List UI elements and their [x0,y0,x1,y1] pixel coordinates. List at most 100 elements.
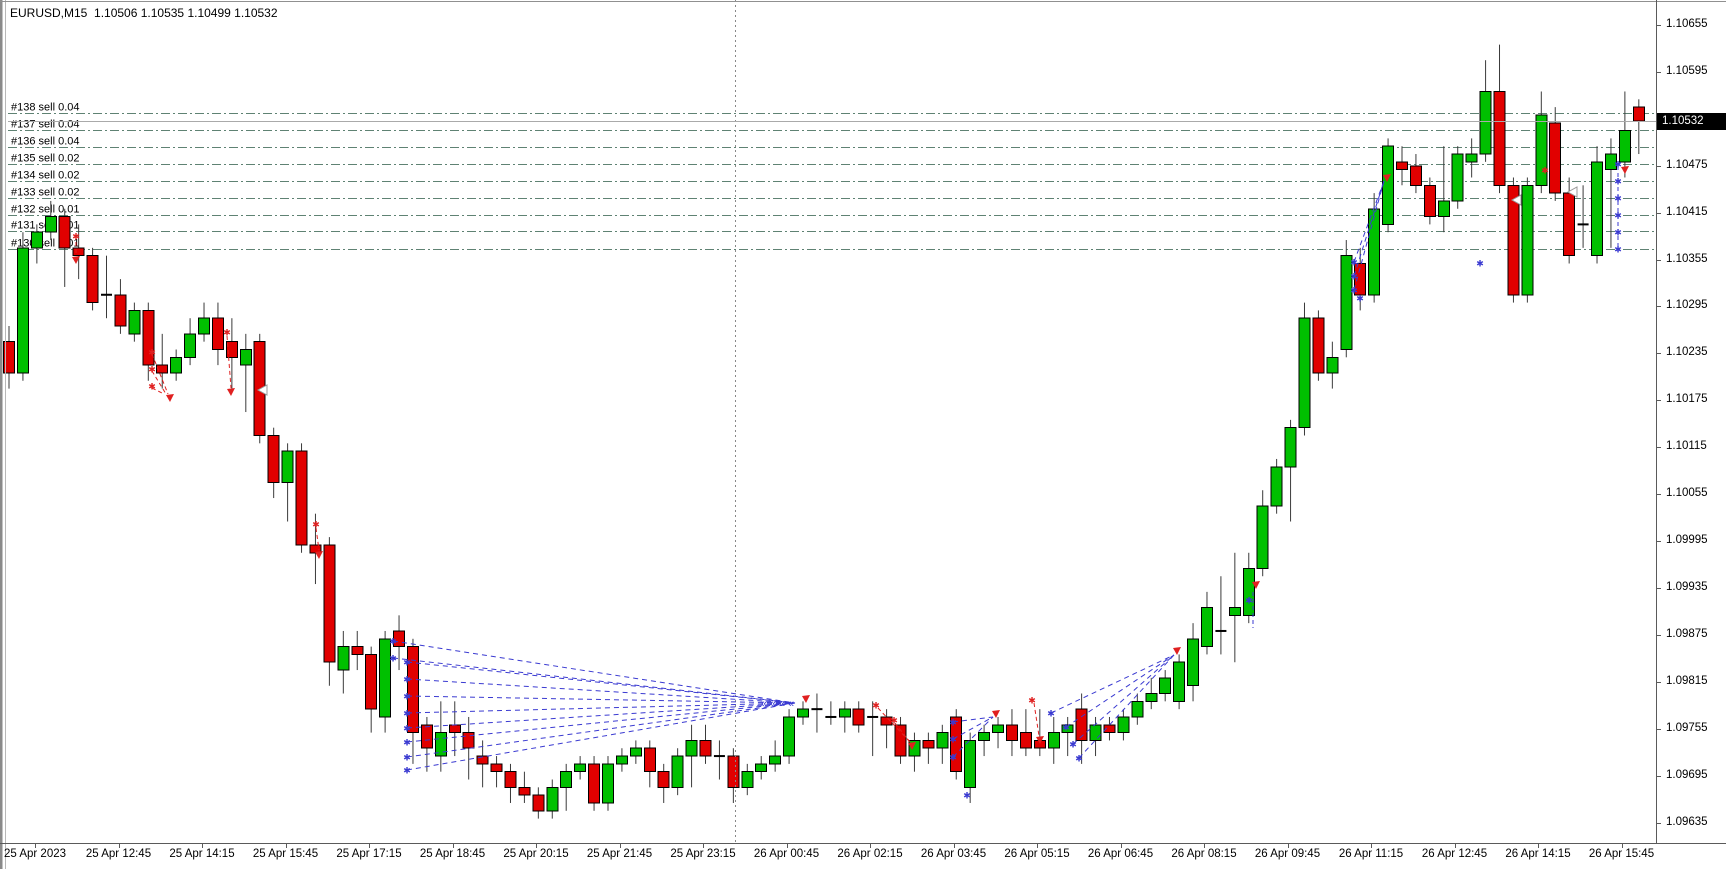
price-tick-label: 1.10055 [1666,487,1708,500]
price-axis[interactable]: 1.10655 1.10595 1.10475 1.10415 1.10355 1.102… [1658,0,1726,843]
trade-close-arrow-icon [227,388,235,396]
trade-open-star-icon: ✱ [1350,258,1358,268]
candles-layer [3,44,1645,819]
time-tick-label: 25 Apr 14:15 [169,848,235,860]
order-label: #134 sell 0.02 [11,170,80,182]
trade-open-star-icon: ✱ [1075,754,1083,764]
time-tick-label: 25 Apr 21:45 [586,848,653,860]
trade-open-star-icon: ✱ [1476,259,1484,269]
trade-open-star-icon: ✱ [949,735,957,745]
trade-close-arrow-icon [992,710,1000,718]
trade-close-arrow-icon [72,256,80,264]
trade-open-star-icon: ✱ [1350,286,1358,296]
trade-mark-star-icon: ✱ [223,328,231,338]
time-tick-label: 26 Apr 00:45 [753,848,820,860]
price-tick-label: 1.10655 [1666,18,1708,31]
price-tick-label: 1.10595 [1666,64,1708,77]
time-tick-label: 26 Apr 15:45 [1588,848,1655,860]
price-tick-label: 1.10115 [1666,440,1707,453]
time-tick-label: 25 Apr 18:45 [419,848,486,860]
trade-open-star-icon: ✱ [963,791,971,801]
trade-chevron-icon: « [770,698,776,710]
trade-mark-star-icon: ✱ [1541,166,1549,176]
trade-chevron-icon: « [761,698,767,710]
trade-close-arrow-icon [802,695,810,703]
price-tick-label: 1.10235 [1666,346,1708,359]
order-lines-layer: #138 sell 0.04 #137 sell 0.04 #136 sell 0.… [8,102,1654,250]
trade-open-star-icon: ✱ [389,654,397,664]
trade-open-star-icon: ✱ [949,753,957,763]
time-tick-label: 26 Apr 08:15 [1171,848,1237,860]
time-tick-label: 26 Apr 14:15 [1505,848,1571,860]
trade-open-star-icon: ✱ [949,718,957,728]
trade-close-arrow-icon [1383,174,1391,182]
trade-mark-star-icon: ✱ [1028,696,1036,706]
chart-title: EURUSD,M15 1.10506 1.10535 1.10499 1.105… [10,6,278,20]
trade-open-star-icon: ✱ [1614,228,1622,238]
trade-close-arrow-icon [166,394,174,402]
trade-open-star-icon: ✱ [1350,272,1358,282]
time-tick-label: 26 Apr 12:45 [1421,848,1488,860]
order-open-triangle-icon [256,384,268,396]
order-open-triangle-icon [1566,186,1578,198]
time-tick-label: 26 Apr 11:15 [1338,848,1404,860]
trade-mark-star-icon: ✱ [890,716,898,726]
order-label: #133 sell 0.02 [11,187,80,199]
price-tick-label: 1.09995 [1666,534,1708,547]
trade-open-star-icon: ✱ [1614,177,1622,187]
trade-open-star-icon: ✱ [1047,709,1055,719]
time-tick-label: 26 Apr 06:45 [1087,848,1154,860]
time-tick-label: 26 Apr 05:15 [1004,848,1070,860]
trade-mark-star-icon: ✱ [872,701,880,711]
trade-open-star-icon: ✱ [403,692,411,702]
time-tick-label: 25 Apr 2023 [3,848,67,860]
trade-close-arrow-icon [1173,647,1181,655]
trade-close-arrow-icon [1621,166,1629,174]
price-tick-label: 1.10295 [1666,299,1708,312]
order-label: #132 sell 0.01 [11,204,80,216]
trade-open-star-icon: ✱ [403,766,411,776]
trade-close-arrow-icon [908,742,916,750]
trade-chevron-icon: « [788,698,794,710]
trade-mark-star-icon: ✱ [148,382,156,392]
trade-open-star-icon: ✱ [1614,245,1622,255]
trade-mark-star-icon: ✱ [72,232,80,242]
order-open-triangle-icon [1510,194,1522,206]
price-tick-label: 1.09755 [1666,721,1708,734]
trade-open-star-icon: ✱ [403,709,411,719]
trade-open-star-icon: ✱ [1356,294,1364,304]
trade-open-star-icon: ✱ [1614,211,1622,221]
trade-open-star-icon: ✱ [403,738,411,748]
trade-open-star-icon: ✱ [1245,596,1253,606]
order-label: #138 sell 0.04 [11,102,80,114]
trade-open-star-icon: ✱ [1069,740,1077,750]
time-tick-label: 25 Apr 23:15 [670,848,736,860]
trade-open-star-icon: ✱ [403,658,411,668]
trade-mark-star-icon: ✱ [312,520,320,530]
trade-open-star-icon: ✱ [403,675,411,685]
current-price-box: 1.10532 [1657,112,1726,130]
reference-lines-layer [8,0,1656,843]
trade-open-star-icon: ✱ [1614,160,1622,170]
price-tick-label: 1.10415 [1666,205,1708,218]
price-tick-label: 1.09875 [1666,627,1708,640]
trade-close-arrow-icon [1036,736,1044,744]
trade-open-star-icon: ✱ [403,724,411,734]
trade-open-star-icon: ✱ [403,753,411,763]
price-tick-label: 1.10355 [1666,252,1708,265]
price-tick-label: 1.09935 [1666,580,1708,593]
price-tick-label: 1.10475 [1666,158,1708,171]
time-tick-label: 25 Apr 12:45 [85,848,152,860]
trade-overlays-layer: ✱ ✱ ✱ ✱ ✱ ✱ ✱ ✱ ✱ ✱ ✱ ✱ ✱ ✱ ✱ ✱ ✱ ✱ ✱ ✱ ✱ ✱ ✱ ✱ ✱ ✱ ✱ ✱ ✱ ✱ ✱ ✱ ✱ ✱ ✱ ✱ ✱ ✱ ✱ ✱… [72,160,1629,801]
price-tick-label: 1.09695 [1666,768,1708,781]
time-tick-label: 25 Apr 20:15 [503,848,569,860]
trade-mark-star-icon: ✱ [148,348,156,358]
time-tick-label: 26 Apr 03:45 [920,848,987,860]
trade-mark-star-icon: ✱ [148,365,156,375]
order-label: #137 sell 0.04 [11,119,80,131]
price-tick-label: 1.10175 [1666,393,1708,406]
time-axis[interactable]: 25 Apr 2023 25 Apr 12:45 25 Apr 14:15 25 Ap… [0,846,1726,869]
